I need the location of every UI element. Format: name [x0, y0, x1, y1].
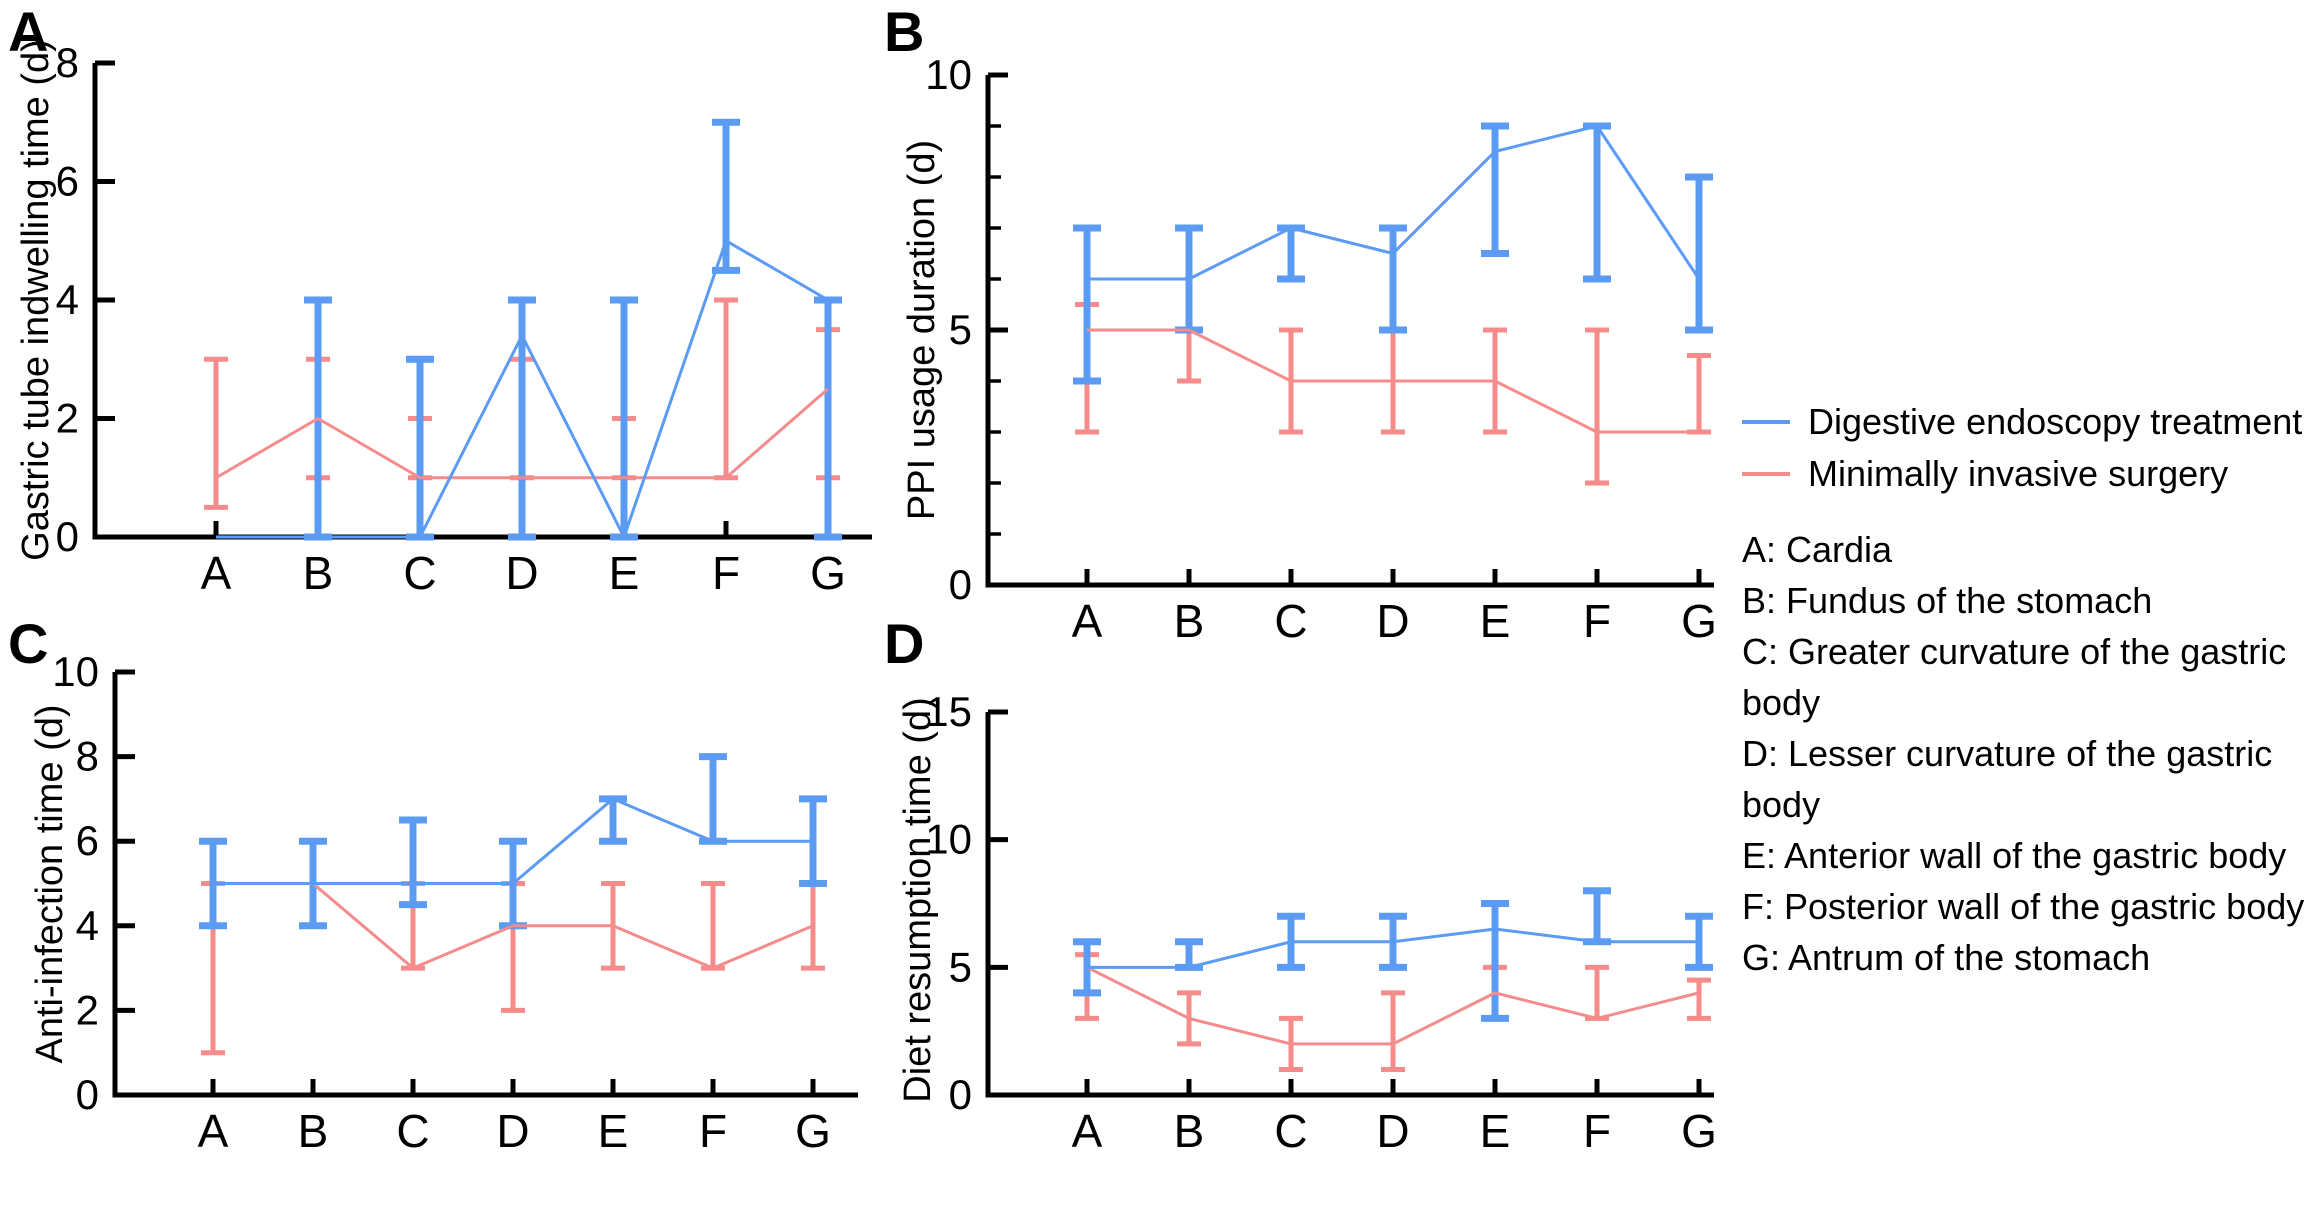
svg-text:C: C [396, 1105, 429, 1157]
svg-text:A: A [1072, 595, 1103, 647]
svg-text:D: D [1376, 595, 1409, 647]
category-key: A: Cardia B: Fundus of the stomach C: Gr… [1742, 524, 2322, 983]
svg-text:F: F [1583, 595, 1611, 647]
svg-text:15: 15 [925, 688, 972, 735]
svg-text:F: F [1583, 1105, 1611, 1157]
svg-text:C: C [1274, 595, 1307, 647]
svg-text:B: B [303, 547, 334, 599]
svg-text:D: D [496, 1105, 529, 1157]
svg-text:0: 0 [56, 513, 79, 560]
svg-text:C: C [1274, 1105, 1307, 1157]
key-line-e: E: Anterior wall of the gastric body [1742, 835, 2287, 876]
svg-text:A: A [201, 547, 232, 599]
svg-text:E: E [598, 1105, 629, 1157]
svg-text:B: B [298, 1105, 329, 1157]
svg-text:G: G [810, 547, 846, 599]
panel-c-label: C [8, 612, 49, 675]
svg-text:E: E [1480, 1105, 1511, 1157]
panel-b-y-axis-title: PPI usage duration (d) [901, 139, 943, 521]
svg-text:0: 0 [76, 1071, 99, 1118]
svg-text:A: A [1072, 1105, 1103, 1157]
svg-text:5: 5 [949, 943, 972, 990]
svg-text:6: 6 [76, 817, 99, 864]
svg-text:2: 2 [56, 395, 79, 442]
svg-text:8: 8 [76, 733, 99, 780]
key-line-b: B: Fundus of the stomach [1742, 580, 2153, 621]
key-line-f: F: Posterior wall of the gastric body [1742, 886, 2305, 927]
panel-c-y-axis-title: Anti-infection time (d) [29, 704, 71, 1064]
svg-text:2: 2 [76, 986, 99, 1033]
svg-text:10: 10 [52, 648, 99, 695]
svg-text:F: F [712, 547, 740, 599]
svg-text:E: E [609, 547, 640, 599]
svg-text:E: E [1480, 595, 1511, 647]
svg-text:A: A [198, 1105, 229, 1157]
key-line-a: A: Cardia [1742, 529, 1893, 570]
legend: Digestive endoscopy treatment Minimally … [1742, 396, 2322, 983]
svg-text:G: G [1681, 1105, 1717, 1157]
legend-item-label: Minimally invasive surgery [1808, 453, 2229, 494]
svg-text:10: 10 [925, 816, 972, 863]
svg-text:4: 4 [56, 276, 79, 323]
panel-d-y-axis-title: Diet resumption time (d) [897, 697, 939, 1103]
key-line-c: C: Greater curvature of the gastric body [1742, 631, 2287, 723]
svg-text:4: 4 [76, 902, 99, 949]
svg-text:D: D [1376, 1105, 1409, 1157]
svg-text:8: 8 [56, 39, 79, 86]
svg-text:0: 0 [949, 1071, 972, 1118]
svg-text:10: 10 [925, 51, 972, 98]
red-line-swatch [1742, 472, 1790, 476]
svg-text:B: B [1174, 595, 1205, 647]
key-line-g: G: Antrum of the stomach [1742, 937, 2151, 978]
svg-text:0: 0 [949, 561, 972, 608]
legend-item-endoscopy: Digestive endoscopy treatment [1742, 396, 2322, 448]
svg-text:G: G [795, 1105, 831, 1157]
panel-d-label: D [884, 612, 925, 675]
blue-line-swatch [1742, 420, 1790, 424]
svg-text:F: F [699, 1105, 727, 1157]
legend-item-surgery: Minimally invasive surgery [1742, 448, 2322, 500]
svg-text:B: B [1174, 1105, 1205, 1157]
svg-text:G: G [1681, 595, 1717, 647]
svg-text:C: C [403, 547, 436, 599]
legend-item-label: Digestive endoscopy treatment [1808, 401, 2303, 442]
key-line-d: D: Lesser curvature of the gastric body [1742, 733, 2273, 825]
panel-b-label: B [884, 0, 925, 63]
panel-a-label: A [8, 0, 49, 63]
svg-text:5: 5 [949, 306, 972, 353]
panel-a-y-axis-title: Gastric tube indwelling time (d) [15, 39, 57, 561]
svg-text:6: 6 [56, 158, 79, 205]
svg-text:D: D [505, 547, 538, 599]
